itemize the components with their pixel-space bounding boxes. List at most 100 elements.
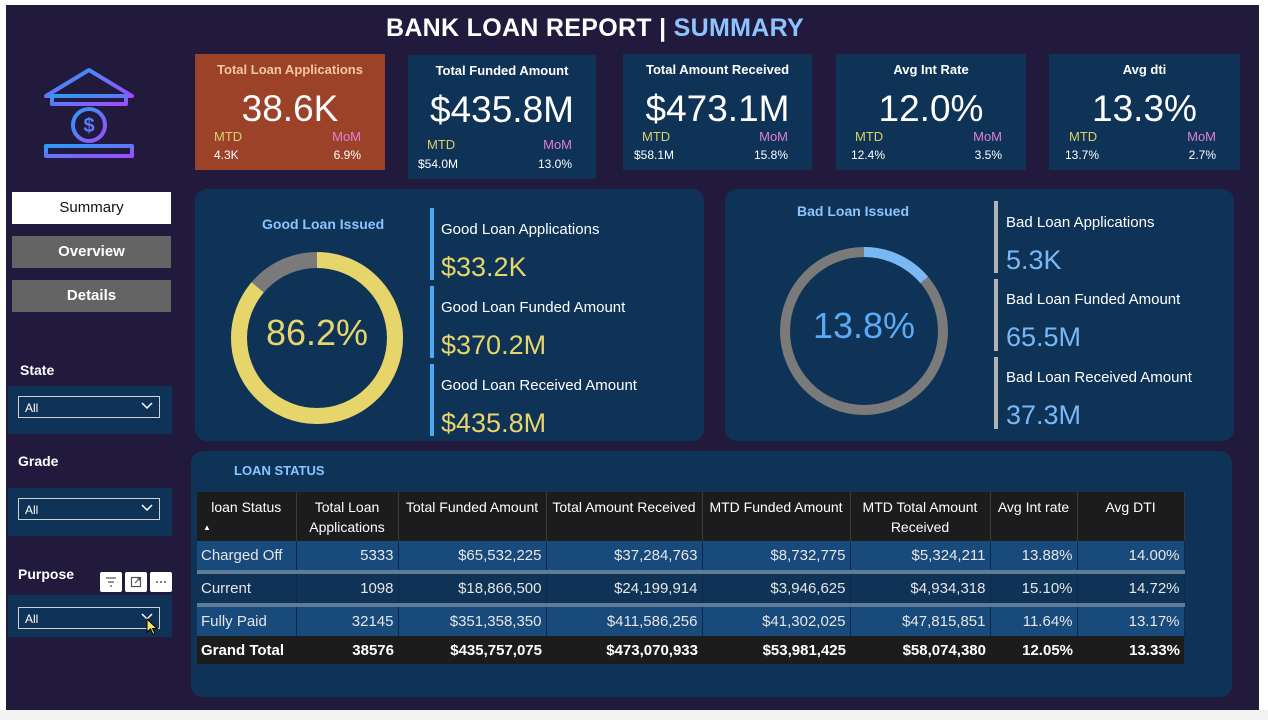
table-cell: $41,302,025 bbox=[702, 605, 851, 636]
table-cell: 14.72% bbox=[1077, 572, 1185, 607]
column-header[interactable]: MTD Funded Amount bbox=[702, 492, 851, 541]
table-row[interactable]: Current 1098 $18,866,500 $24,199,914 $3,… bbox=[197, 572, 1185, 607]
table-cell: $53,981,425 bbox=[702, 636, 850, 664]
kpi-mom-value: 2.7% bbox=[1188, 148, 1216, 162]
purpose-filter-label: Purpose bbox=[18, 566, 75, 582]
kpi-total-funded-amount[interactable]: Total Funded Amount $435.8M MTD MoM $54.… bbox=[408, 55, 596, 179]
table-header-row: loan Status ▲ Total Loan Applications Tot… bbox=[197, 492, 1185, 541]
bad-loan-donut-arc bbox=[780, 247, 948, 415]
column-header[interactable]: Total Amount Received bbox=[546, 492, 703, 541]
kpi-total-amount-received[interactable]: Total Amount Received $473.1M MTD MoM $5… bbox=[623, 54, 812, 170]
kpi-value: $473.1M bbox=[645, 88, 790, 129]
nav-overview-button[interactable]: Overview bbox=[12, 236, 171, 268]
table-cell: 11.64% bbox=[990, 605, 1078, 636]
bad-metric-divider bbox=[994, 279, 998, 351]
chevron-down-icon bbox=[141, 504, 153, 512]
table-cell: Charged Off bbox=[197, 541, 297, 574]
kpi-mtd-value: 13.7% bbox=[1065, 148, 1100, 162]
column-header[interactable]: loan Status ▲ bbox=[197, 492, 297, 541]
table-cell: 15.10% bbox=[990, 572, 1078, 607]
grade-filter-dropdown[interactable]: All bbox=[18, 498, 160, 520]
good-metric-divider bbox=[430, 364, 434, 436]
bad-funded-label: Bad Loan Funded Amount bbox=[1006, 291, 1181, 308]
column-header-label: MTD Total Amount Received bbox=[862, 499, 978, 535]
good-metric-divider bbox=[430, 208, 434, 280]
table-cell: $435,757,075 bbox=[398, 636, 546, 664]
table-cell: 32145 bbox=[296, 605, 399, 636]
column-header[interactable]: MTD Total Amount Received bbox=[850, 492, 991, 541]
column-header[interactable]: Avg DTI bbox=[1077, 492, 1185, 541]
bad-applications-value: 5.3K bbox=[1006, 245, 1062, 275]
purpose-filter-dropdown[interactable]: All bbox=[18, 607, 160, 629]
column-header-label: loan Status bbox=[211, 499, 282, 515]
state-filter-panel: All bbox=[8, 386, 172, 434]
bad-loan-percent: 13.8% bbox=[812, 305, 916, 346]
bad-metric-divider bbox=[994, 357, 998, 429]
table-cell: 1098 bbox=[296, 572, 399, 607]
kpi-mom-label: MoM bbox=[332, 129, 361, 144]
table-cell: Current bbox=[197, 572, 297, 607]
kpi-label: Total Amount Received bbox=[645, 62, 790, 77]
column-header-label: MTD Funded Amount bbox=[709, 499, 843, 515]
kpi-mtd-value: 4.3K bbox=[214, 148, 239, 162]
kpi-total-loan-applications[interactable]: Total Loan Applications 38.6K MTD MoM 4.… bbox=[195, 54, 385, 170]
good-applications-value: $33.2K bbox=[441, 252, 527, 282]
kpi-label: Total Loan Applications bbox=[217, 62, 363, 77]
kpi-mom-value: 13.0% bbox=[537, 157, 572, 171]
table-cell: $65,532,225 bbox=[398, 541, 547, 574]
more-options-icon[interactable] bbox=[150, 572, 172, 592]
focus-mode-icon[interactable] bbox=[125, 572, 147, 592]
table-cell: $3,946,625 bbox=[702, 572, 851, 607]
filter-icon[interactable] bbox=[100, 572, 122, 592]
good-received-value: $435.8M bbox=[441, 408, 547, 438]
kpi-mom-value: 6.9% bbox=[333, 148, 361, 162]
kpi-value: 13.3% bbox=[1092, 88, 1197, 129]
kpi-mom-value: 15.8% bbox=[753, 148, 788, 162]
column-header[interactable]: Total Funded Amount bbox=[398, 492, 547, 541]
purpose-filter-value: All bbox=[25, 612, 39, 626]
bad-metric-divider bbox=[994, 201, 998, 273]
column-header-label: Avg Int rate bbox=[997, 499, 1070, 515]
good-loan-donut-arc bbox=[231, 252, 403, 424]
table-cell: $5,324,211 bbox=[850, 541, 991, 574]
state-filter-dropdown[interactable]: All bbox=[18, 396, 160, 418]
kpi-value: 12.0% bbox=[878, 88, 984, 129]
column-header-label: Avg DTI bbox=[1105, 499, 1156, 515]
column-header[interactable]: Avg Int rate bbox=[990, 492, 1078, 541]
bad-received-label: Bad Loan Received Amount bbox=[1006, 369, 1192, 386]
nav-details-button[interactable]: Details bbox=[12, 280, 171, 312]
kpi-value: 38.6K bbox=[241, 88, 339, 129]
report-title-main: BANK LOAN REPORT | bbox=[385, 14, 674, 42]
table-cell: $37,284,763 bbox=[546, 541, 703, 574]
kpi-mom-label: MoM bbox=[543, 137, 572, 152]
kpi-avg-int-rate[interactable]: Avg Int Rate 12.0% MTD MoM 12.4% 3.5% bbox=[836, 54, 1026, 170]
column-header[interactable]: Total Loan Applications bbox=[296, 492, 399, 541]
table-cell: $18,866,500 bbox=[398, 572, 547, 607]
table-cell: $4,934,318 bbox=[850, 572, 991, 607]
grade-filter-value: All bbox=[25, 503, 39, 517]
kpi-mtd-value: 12.4% bbox=[851, 148, 886, 162]
nav-summary-button[interactable]: Summary bbox=[12, 192, 171, 224]
bad-received-value: 37.3M bbox=[1006, 400, 1082, 430]
good-loan-title: Good Loan Issued bbox=[262, 216, 385, 232]
column-header-label: Total Loan Applications bbox=[309, 499, 385, 535]
table-cell: 13.33% bbox=[1077, 636, 1184, 664]
good-received-label: Good Loan Received Amount bbox=[441, 377, 637, 394]
table-cell: $351,358,350 bbox=[398, 605, 547, 636]
table-row[interactable]: Fully Paid 32145 $351,358,350 $411,586,2… bbox=[197, 605, 1185, 636]
table-cell: 13.88% bbox=[990, 541, 1078, 574]
kpi-mtd-label: MTD bbox=[427, 137, 456, 152]
loan-status-table: loan Status ▲ Total Loan Applications Tot… bbox=[197, 492, 1185, 664]
table-cell: Grand Total bbox=[197, 636, 296, 664]
table-cell: Fully Paid bbox=[197, 605, 297, 636]
status-strip bbox=[0, 710, 1268, 720]
kpi-mtd-value: $58.1M bbox=[634, 148, 675, 162]
table-total-row: Grand Total 38576 $435,757,075 $473,070,… bbox=[197, 636, 1184, 664]
good-funded-value: $370.2M bbox=[441, 330, 547, 360]
table-row[interactable]: Charged Off 5333 $65,532,225 $37,284,763… bbox=[197, 541, 1185, 574]
kpi-label: Avg dti bbox=[1122, 62, 1167, 77]
purpose-filter-panel: All bbox=[8, 595, 172, 637]
kpi-avg-dti[interactable]: Avg dti 13.3% MTD MoM 13.7% 2.7% bbox=[1049, 54, 1240, 170]
bad-loan-donut bbox=[780, 247, 948, 415]
kpi-mtd-label: MTD bbox=[1069, 129, 1098, 144]
